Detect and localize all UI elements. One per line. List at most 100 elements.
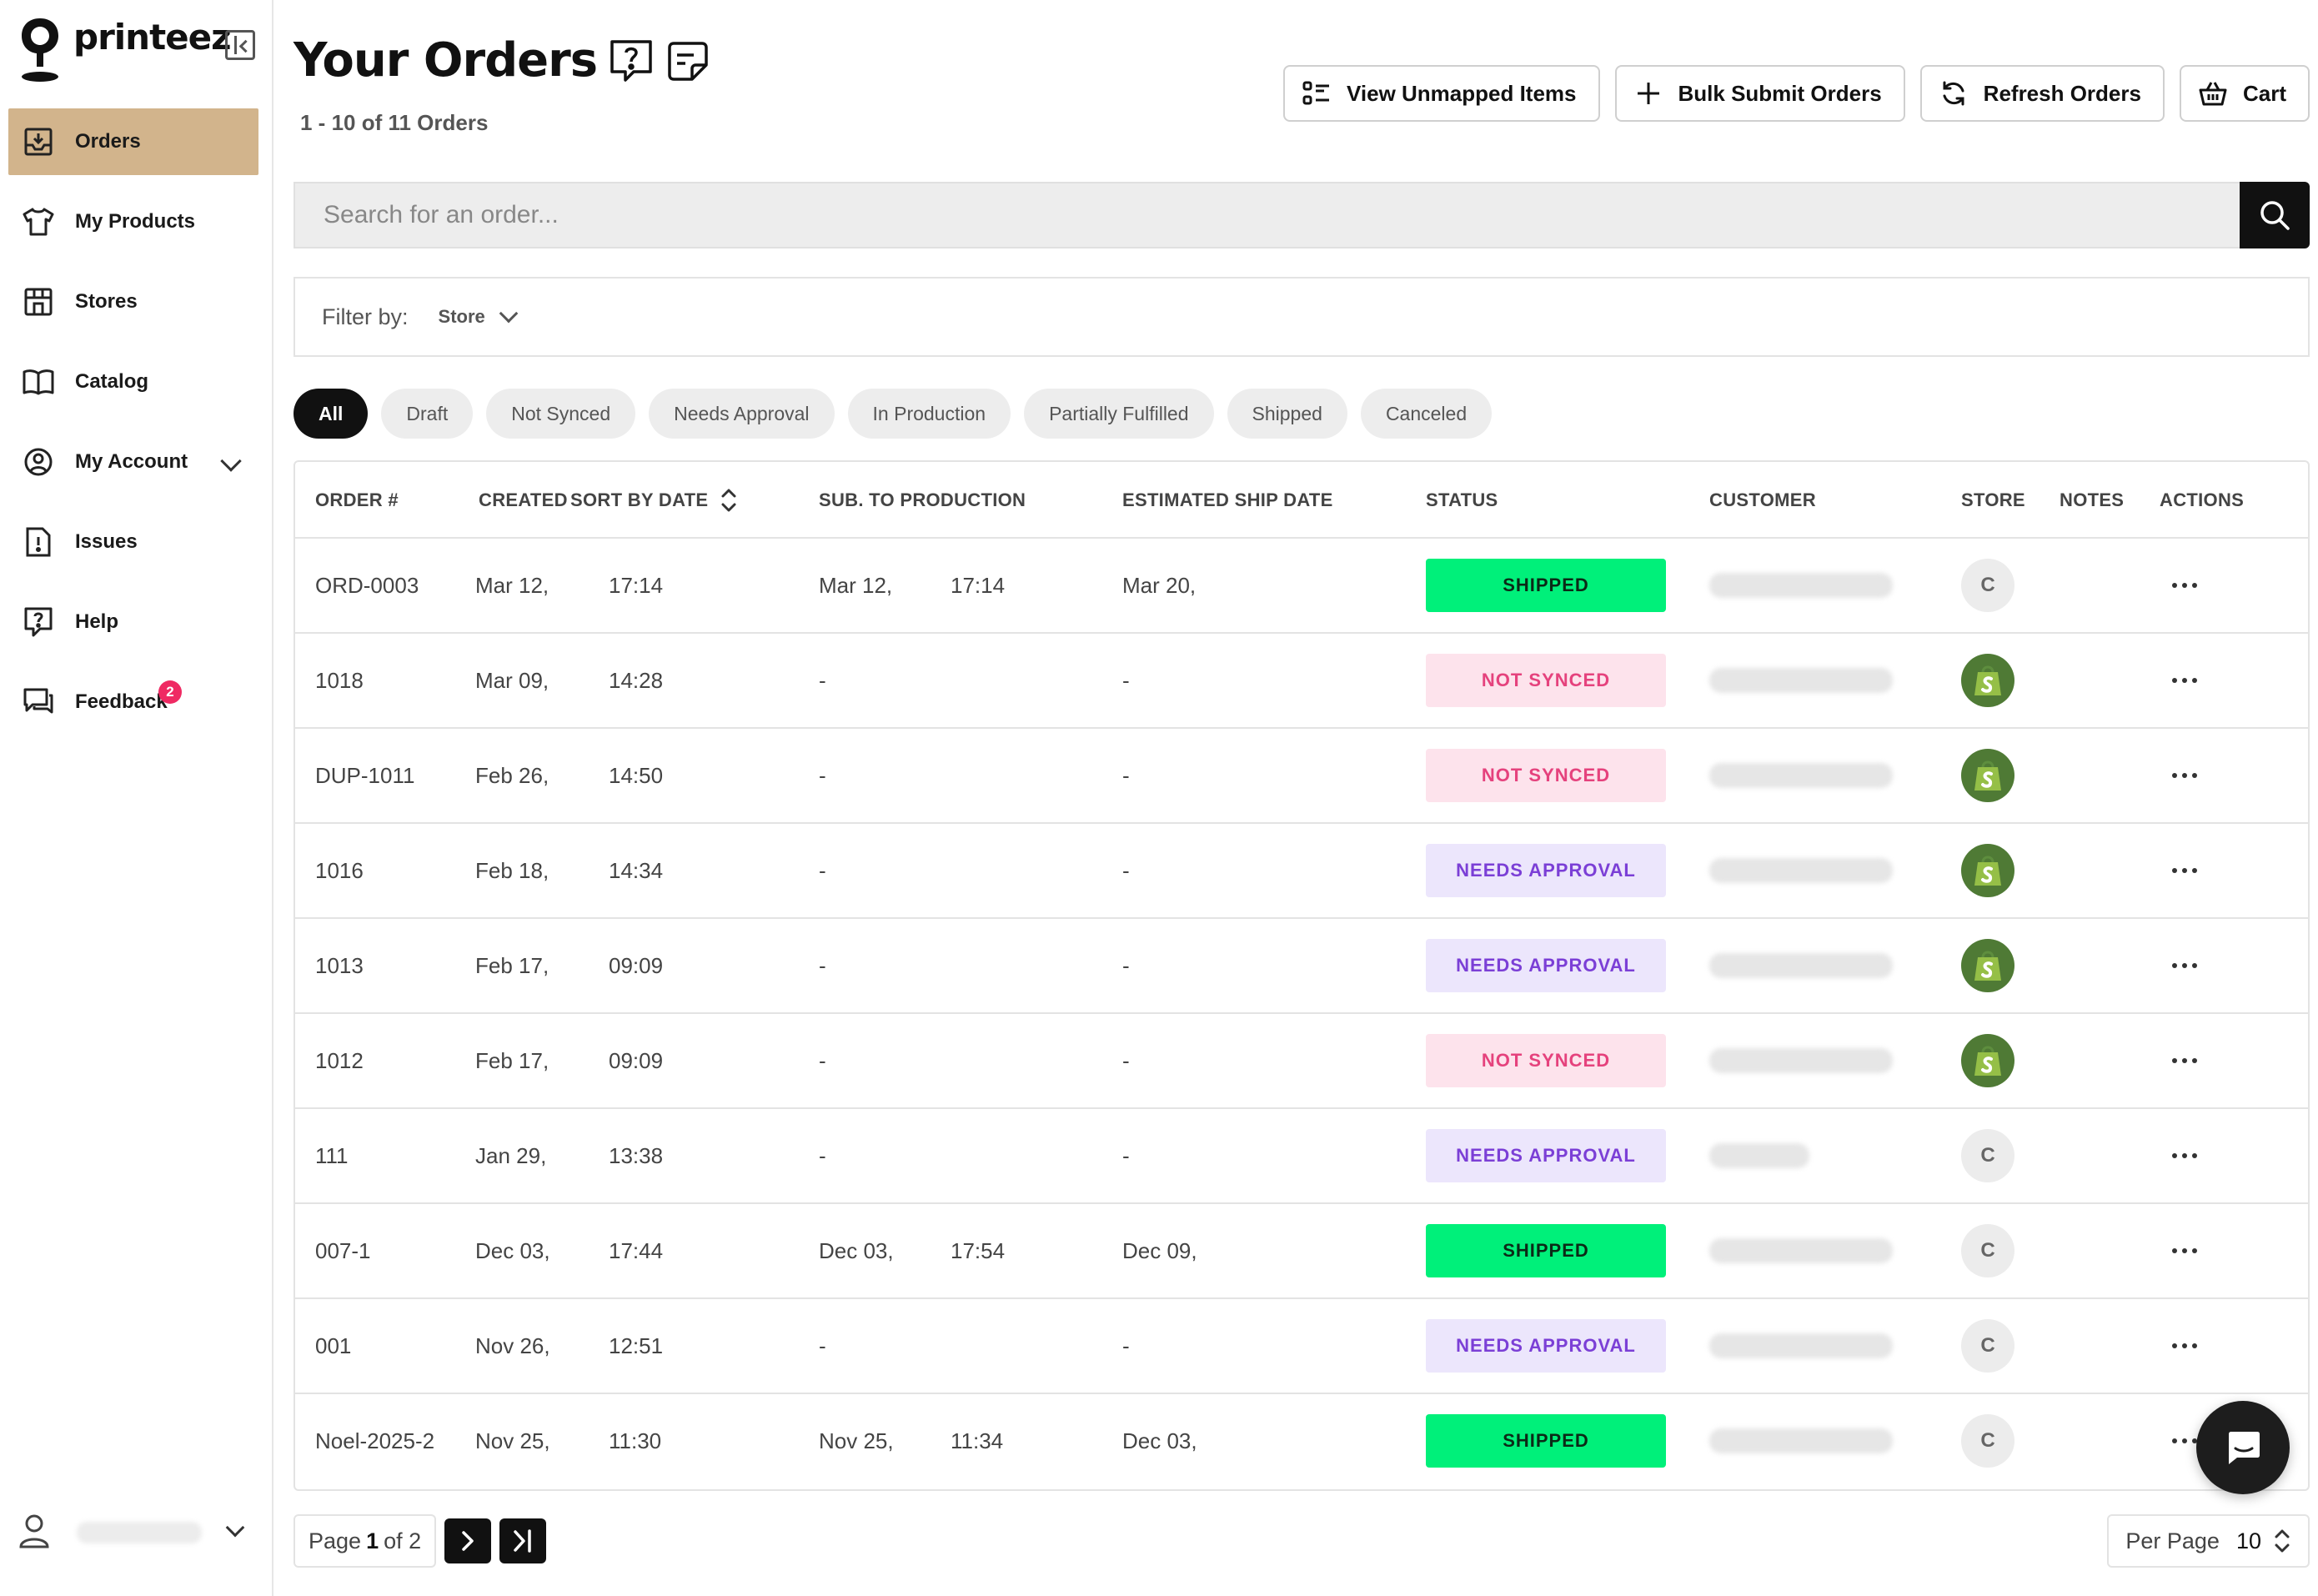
- status-badge: NOT SYNCED: [1426, 1034, 1666, 1087]
- table-row[interactable]: 1013 Feb 17, 09:09 - - NEEDS APPROVAL: [295, 919, 2308, 1014]
- help-bubble-icon[interactable]: [609, 38, 654, 83]
- bulk-submit-orders-button[interactable]: Bulk Submit Orders: [1614, 65, 1905, 122]
- order-number[interactable]: 111: [315, 1142, 349, 1168]
- sidebar-item-orders[interactable]: Orders: [8, 108, 258, 175]
- tab-shipped[interactable]: Shipped: [1227, 389, 1347, 439]
- chat-support-button[interactable]: [2196, 1401, 2290, 1494]
- tab-needs-approval[interactable]: Needs Approval: [649, 389, 835, 439]
- tab-all[interactable]: All: [294, 389, 369, 439]
- table-row[interactable]: 007-1 Dec 03, 17:44 Dec 03, 17:54 Dec 09, SHIP…: [295, 1204, 2308, 1299]
- row-actions-menu-icon[interactable]: [2160, 854, 2210, 887]
- list-icon: [1302, 78, 1332, 108]
- tab-not-synced[interactable]: Not Synced: [486, 389, 636, 439]
- table-row[interactable]: DUP-1011 Feb 26, 14:50 - - NOT SYNCED: [295, 729, 2308, 824]
- row-actions-menu-icon[interactable]: [2160, 664, 2210, 697]
- order-number[interactable]: 1013: [315, 952, 364, 978]
- tshirt-icon: [22, 205, 55, 238]
- row-actions-menu-icon[interactable]: [2160, 949, 2210, 982]
- cart-button[interactable]: Cart: [2179, 65, 2310, 122]
- row-actions-menu-icon[interactable]: [2160, 569, 2210, 602]
- brand[interactable]: printeez: [18, 15, 232, 83]
- note-icon[interactable]: [665, 38, 710, 83]
- order-number[interactable]: ORD-0003: [315, 572, 419, 598]
- store-avatar[interactable]: C: [1961, 559, 2014, 612]
- table-row[interactable]: ORD-0003 Mar 12, 17:14 Mar 12, 17:14 Mar 20, S…: [295, 539, 2308, 634]
- sidebar-item-feedback[interactable]: Feedback 2: [8, 669, 258, 735]
- sort-arrows-icon: [2275, 1529, 2290, 1553]
- row-actions-menu-icon[interactable]: [2160, 1234, 2210, 1267]
- last-page-button[interactable]: [499, 1518, 547, 1563]
- store-avatar[interactable]: C: [1961, 1224, 2014, 1277]
- table-row[interactable]: 1012 Feb 17, 09:09 - - NOT SYNCED: [295, 1014, 2308, 1109]
- refresh-orders-button[interactable]: Refresh Orders: [1919, 65, 2165, 122]
- sort-by-date-control[interactable]: SORT BY DATE: [570, 462, 738, 539]
- order-number[interactable]: 001: [315, 1333, 352, 1358]
- sidebar-item-label: My Products: [75, 210, 196, 233]
- user-menu[interactable]: [18, 1508, 252, 1558]
- shopify-bag-icon: [1974, 1046, 2001, 1076]
- table-row[interactable]: 111 Jan 29, 13:38 - - NEEDS APPROVAL C: [295, 1109, 2308, 1204]
- order-number[interactable]: DUP-1011: [315, 762, 415, 788]
- order-number[interactable]: 1018: [315, 667, 364, 693]
- button-label: Refresh Orders: [1983, 80, 2141, 106]
- row-actions-menu-icon[interactable]: [2160, 1424, 2210, 1458]
- store-shopify-avatar[interactable]: [1961, 654, 2014, 707]
- store-avatar[interactable]: C: [1961, 1129, 2014, 1182]
- column-header-store: STORE: [1961, 489, 2025, 510]
- sidebar-item-stores[interactable]: Stores: [8, 269, 258, 335]
- search-button[interactable]: [2240, 182, 2310, 248]
- basket-icon: [2198, 78, 2228, 108]
- order-number[interactable]: 1012: [315, 1047, 364, 1073]
- next-page-button[interactable]: [444, 1518, 492, 1563]
- sub-production-time: 11:34: [951, 1428, 1004, 1453]
- sidebar-item-my-products[interactable]: My Products: [8, 188, 258, 255]
- order-number[interactable]: Noel-2025-2: [315, 1428, 435, 1453]
- table-row[interactable]: Noel-2025-2 Nov 25, 11:30 Nov 25, 11:34 Dec 0…: [295, 1394, 2308, 1489]
- button-label: Bulk Submit Orders: [1678, 80, 1882, 106]
- view-unmapped-items-button[interactable]: View Unmapped Items: [1283, 65, 1600, 122]
- shopify-bag-icon: [1974, 760, 2001, 790]
- chat-icon: [22, 685, 55, 719]
- sidebar-item-issues[interactable]: Issues: [8, 509, 258, 575]
- sidebar-item-my-account[interactable]: My Account: [8, 429, 258, 495]
- sidebar-item-label: Issues: [75, 530, 138, 553]
- order-number[interactable]: 007-1: [315, 1237, 371, 1263]
- tab-canceled[interactable]: Canceled: [1360, 389, 1493, 439]
- table-row[interactable]: 1018 Mar 09, 14:28 - - NOT SYNCED: [295, 634, 2308, 729]
- store-avatar[interactable]: C: [1961, 1319, 2014, 1373]
- sidebar-item-help[interactable]: Help: [8, 589, 258, 655]
- row-actions-menu-icon[interactable]: [2160, 1044, 2210, 1077]
- shopify-bag-icon: [1974, 856, 2001, 886]
- tab-partially-fulfilled[interactable]: Partially Fulfilled: [1024, 389, 1214, 439]
- row-actions-menu-icon[interactable]: [2160, 1139, 2210, 1172]
- per-page-select[interactable]: Per Page 10: [2107, 1514, 2310, 1568]
- help-bubble-icon: [22, 605, 55, 639]
- customer-name-blurred: [1709, 573, 1893, 598]
- status-tabs: All Draft Not Synced Needs Approval In P…: [294, 389, 1493, 439]
- customer-name-blurred: [1709, 668, 1893, 693]
- store-shopify-avatar[interactable]: [1961, 844, 2014, 897]
- order-number[interactable]: 1016: [315, 857, 364, 883]
- status-badge: SHIPPED: [1426, 1414, 1666, 1468]
- table-row[interactable]: 1016 Feb 18, 14:34 - - NEEDS APPROVAL: [295, 824, 2308, 919]
- store-shopify-avatar[interactable]: [1961, 1034, 2014, 1087]
- table-row[interactable]: 001 Nov 26, 12:51 - - NEEDS APPROVAL C: [295, 1299, 2308, 1394]
- chevron-down-icon[interactable]: [225, 1518, 245, 1538]
- collapse-sidebar-icon[interactable]: [225, 30, 255, 60]
- estimated-ship-date: -: [1122, 857, 1130, 883]
- created-date: Nov 25,: [475, 1428, 550, 1453]
- column-header-sort-by-date: SORT BY DATE: [570, 489, 709, 510]
- store-avatar[interactable]: C: [1961, 1414, 2014, 1468]
- order-count: 1 - 10 of 11 Orders: [300, 110, 489, 135]
- store-shopify-avatar[interactable]: [1961, 749, 2014, 802]
- row-actions-menu-icon[interactable]: [2160, 1329, 2210, 1363]
- chevron-down-icon[interactable]: [220, 450, 242, 472]
- search-input[interactable]: [294, 182, 2240, 248]
- store-shopify-avatar[interactable]: [1961, 939, 2014, 992]
- sidebar-item-catalog[interactable]: Catalog: [8, 349, 258, 415]
- tab-draft[interactable]: Draft: [381, 389, 474, 439]
- tab-in-production[interactable]: In Production: [847, 389, 1011, 439]
- chevron-last-icon: [514, 1529, 531, 1553]
- row-actions-menu-icon[interactable]: [2160, 759, 2210, 792]
- store-filter-dropdown[interactable]: Store: [439, 304, 519, 328]
